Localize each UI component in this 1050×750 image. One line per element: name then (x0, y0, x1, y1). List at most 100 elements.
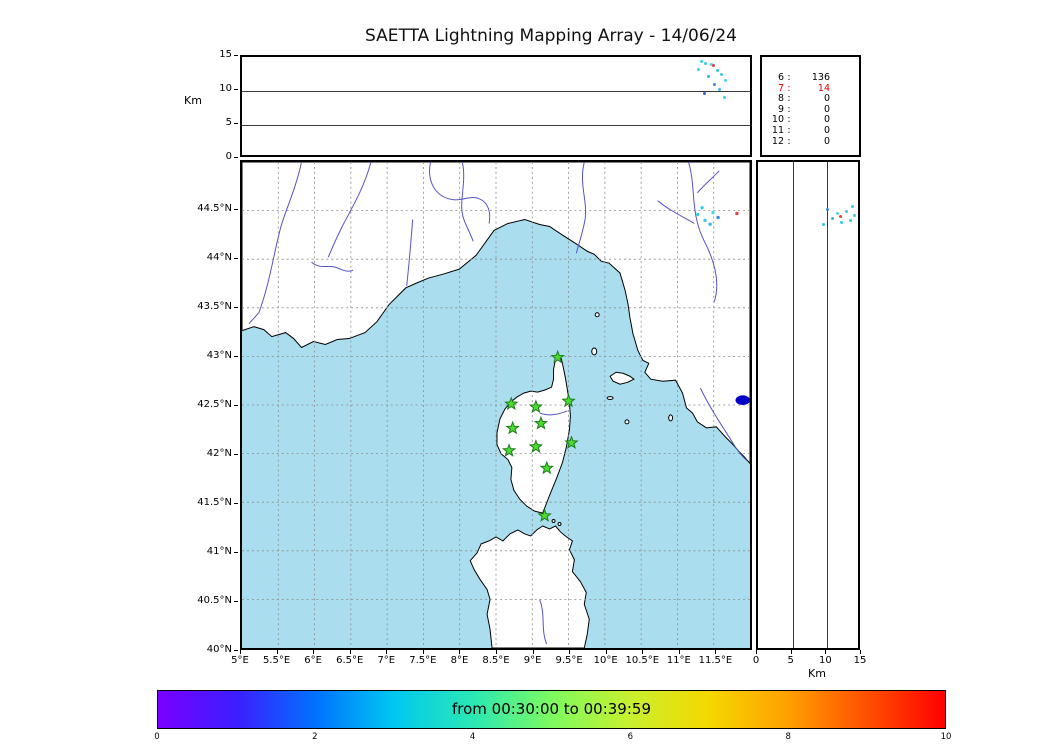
altitude-axis-label: Km (184, 94, 202, 107)
mainland-coastline (242, 162, 750, 465)
station-count-id: 10 (771, 114, 784, 126)
elba-island (609, 371, 635, 385)
axis-tick (422, 650, 424, 654)
alt-axis-tick-label: 5 (787, 655, 794, 666)
station-count-value: 0 (823, 124, 830, 136)
river (327, 162, 372, 258)
maddalena-islet (557, 522, 562, 527)
river (429, 162, 491, 224)
vhf-source-point (839, 215, 842, 219)
station-count-value: 0 (823, 103, 830, 115)
lma-stations (501, 349, 579, 522)
station-count-value: 136 (811, 72, 830, 83)
alt-axis-tick-label: 10 (818, 655, 832, 666)
landmasses (242, 162, 750, 648)
vhf-source-point (850, 204, 854, 208)
axis-tick (234, 209, 238, 210)
station-count-id: 12 (771, 135, 784, 147)
colorbar-tick-label: 0 (154, 732, 160, 742)
axis-tick (825, 650, 827, 654)
station-count-row: 12: 0 (762, 135, 859, 148)
axis-tick (234, 650, 238, 651)
station-count-row: 7: 14 (762, 82, 859, 95)
river (311, 261, 354, 272)
vhf-source-point (720, 72, 724, 76)
longitude-tick-label: 7.5°E (409, 655, 437, 666)
alt-axis-tick-label: 15 (853, 655, 867, 666)
alt-axis-tick-label: 15 (219, 49, 232, 60)
axis-tick (790, 650, 792, 654)
station-count-id: 7 (777, 82, 784, 94)
axis-tick (715, 650, 717, 654)
vhf-source-point (723, 78, 727, 82)
grid-line (242, 125, 750, 126)
vhf-source-point (718, 88, 722, 92)
vhf-source-point (696, 212, 700, 217)
latitude-tick-label: 43.5°N (197, 301, 232, 312)
axis-tick (234, 552, 238, 553)
map-source-cluster (735, 395, 750, 405)
longitude-tick-label: 5°E (231, 655, 249, 666)
axis-tick (234, 123, 238, 124)
grid-line (792, 162, 794, 648)
maddalena-islet (551, 519, 556, 524)
longitude-tick-label: 9.5°E (555, 655, 583, 666)
station-count-row: 11: 0 (762, 124, 859, 137)
station-count-colon: : (787, 103, 791, 115)
vhf-source-point (840, 221, 844, 225)
lma-station-marker (528, 439, 544, 454)
longitude-tick-label: 10.5°E (625, 655, 660, 666)
corsica-island (496, 352, 571, 514)
map-panel (240, 160, 752, 650)
axis-tick (349, 650, 351, 654)
longitude-tick-label: 6°E (304, 655, 322, 666)
latitude-tick-label: 43°N (206, 350, 232, 361)
river (406, 219, 414, 287)
altitude-latitude-panel (756, 160, 860, 650)
latitude-tick-label: 40.5°N (197, 595, 232, 606)
colorbar: from 00:30:00 to 00:39:59 (157, 690, 946, 729)
latitude-tick-label: 41°N (206, 546, 232, 557)
vhf-source-point (716, 215, 720, 220)
station-count-value: 0 (823, 114, 830, 126)
grid-line (242, 91, 750, 92)
vhf-source-point (825, 207, 829, 211)
axis-tick (532, 650, 534, 654)
colorbar-tick-label: 6 (627, 732, 634, 742)
vhf-source-point (715, 69, 719, 73)
axis-tick (860, 650, 861, 654)
vhf-source-point (844, 209, 848, 213)
river (461, 162, 474, 242)
station-count-row: 6: 136 (762, 72, 859, 84)
vhf-source-point (708, 222, 712, 226)
axis-tick (678, 650, 680, 654)
vhf-source-point (821, 223, 825, 227)
vhf-source-point (712, 64, 716, 68)
station-count-colon: : (787, 72, 791, 83)
station-count-value: 0 (823, 93, 830, 105)
montecristo-island (624, 419, 630, 425)
vhf-source-point (735, 211, 739, 216)
vhf-source-point (710, 62, 714, 66)
vhf-source-point (830, 217, 834, 221)
pianosa-island (606, 396, 614, 401)
alt-axis-tick-label: 0 (225, 151, 232, 162)
longitude-tick-label: 8.5°E (482, 655, 510, 666)
lma-station-marker (505, 420, 520, 435)
giglio-island (668, 414, 674, 422)
axis-tick (234, 55, 238, 56)
altitude-axis-label-right: Km (808, 667, 826, 680)
river (688, 162, 718, 302)
axis-tick (459, 650, 461, 654)
station-count-id: 11 (771, 124, 784, 136)
river (248, 162, 303, 325)
lma-station-marker (550, 349, 565, 364)
capraia-island (591, 347, 598, 356)
vhf-source-point (703, 92, 707, 96)
latitude-tick-label: 44°N (206, 252, 232, 263)
sardinia-island (469, 525, 590, 648)
latitude-tick-label: 40°N (206, 644, 232, 655)
rivers (248, 162, 748, 645)
station-count-row: 8: 0 (762, 94, 859, 105)
station-count-value: 0 (823, 135, 830, 147)
